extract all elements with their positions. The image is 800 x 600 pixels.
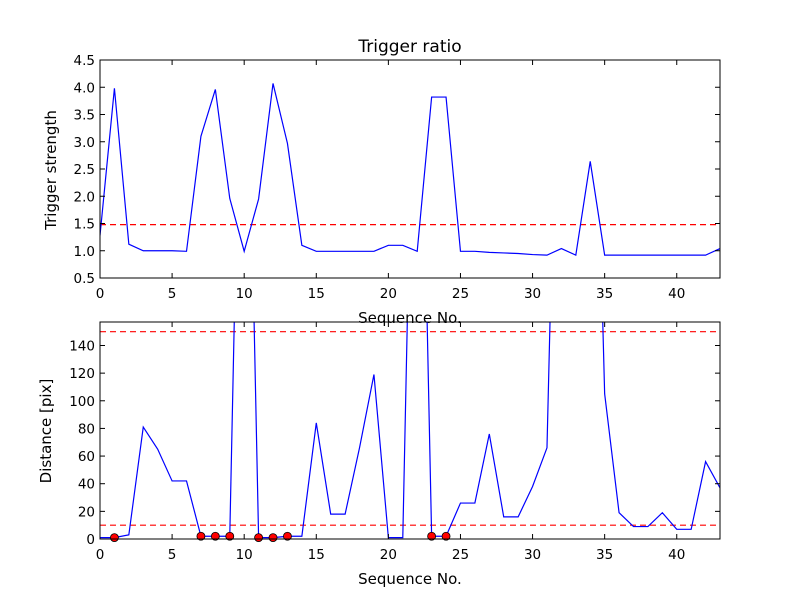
y-tick-label: 1.0 (74, 244, 95, 260)
x-tick-label: 10 (236, 547, 253, 563)
trigger-ratio-chart: Trigger ratio Sequence No. Trigger stren… (42, 37, 721, 327)
y-tick-label: 120 (69, 366, 95, 382)
x-tick-label: 0 (96, 286, 105, 302)
data-point-marker (268, 533, 278, 543)
x-tick-label: 35 (596, 547, 613, 563)
data-point-marker (441, 531, 451, 541)
x-tick-label: 0 (96, 547, 105, 563)
x-tick-label: 5 (168, 286, 177, 302)
data-point-marker (283, 531, 292, 541)
x-tick-label: 30 (524, 286, 541, 302)
y-tick-label: 140 (69, 338, 95, 354)
x-tick-label: 30 (524, 547, 541, 563)
data-point-marker (254, 533, 264, 543)
x-tick-label: 15 (308, 286, 325, 302)
y-tick-label: 4.0 (74, 80, 95, 96)
y-tick-label: 3.5 (74, 108, 95, 124)
x-axis-label: Sequence No. (358, 309, 462, 327)
y-tick-label: 0.5 (74, 271, 95, 287)
y-tick-label: 0 (86, 532, 95, 548)
y-tick-label: 3.0 (74, 135, 95, 151)
y-tick-label: 4.5 (74, 53, 95, 69)
y-tick-label: 2.5 (74, 162, 95, 178)
series-line (100, 83, 720, 256)
data-point-marker (210, 531, 220, 541)
x-tick-label: 20 (380, 286, 397, 302)
x-axis-label: Sequence No. (358, 570, 462, 588)
x-tick-label: 20 (380, 547, 397, 563)
y-axis-label: Distance [pix] (37, 379, 55, 484)
y-tick-label: 40 (78, 477, 95, 493)
x-tick-label: 40 (668, 286, 685, 302)
plot-frame (99, 321, 721, 540)
x-tick-label: 40 (668, 547, 685, 563)
data-point-marker (196, 531, 206, 541)
y-tick-label: 60 (78, 449, 95, 465)
y-tick-label: 100 (69, 394, 95, 410)
data-point-marker (427, 531, 437, 541)
plot-area (100, 83, 720, 256)
y-tick-label: 80 (78, 421, 95, 437)
x-tick-label: 35 (596, 286, 613, 302)
x-tick-label: 25 (452, 547, 469, 563)
x-tick-label: 15 (308, 547, 325, 563)
y-axis-label: Trigger strength (42, 110, 60, 231)
y-tick-label: 2.0 (74, 189, 95, 205)
x-tick-label: 10 (236, 286, 253, 302)
x-tick-label: 5 (168, 547, 177, 563)
x-tick-label: 25 (452, 286, 469, 302)
y-tick-label: 1.5 (74, 217, 95, 233)
y-tick-label: 20 (78, 504, 95, 520)
distance-chart: Sequence No. Distance [pix] 0 5 10 15 20 25 30… (37, 321, 721, 588)
data-point-marker (110, 533, 119, 543)
chart-title: Trigger ratio (357, 37, 461, 57)
data-point-marker (225, 531, 235, 541)
